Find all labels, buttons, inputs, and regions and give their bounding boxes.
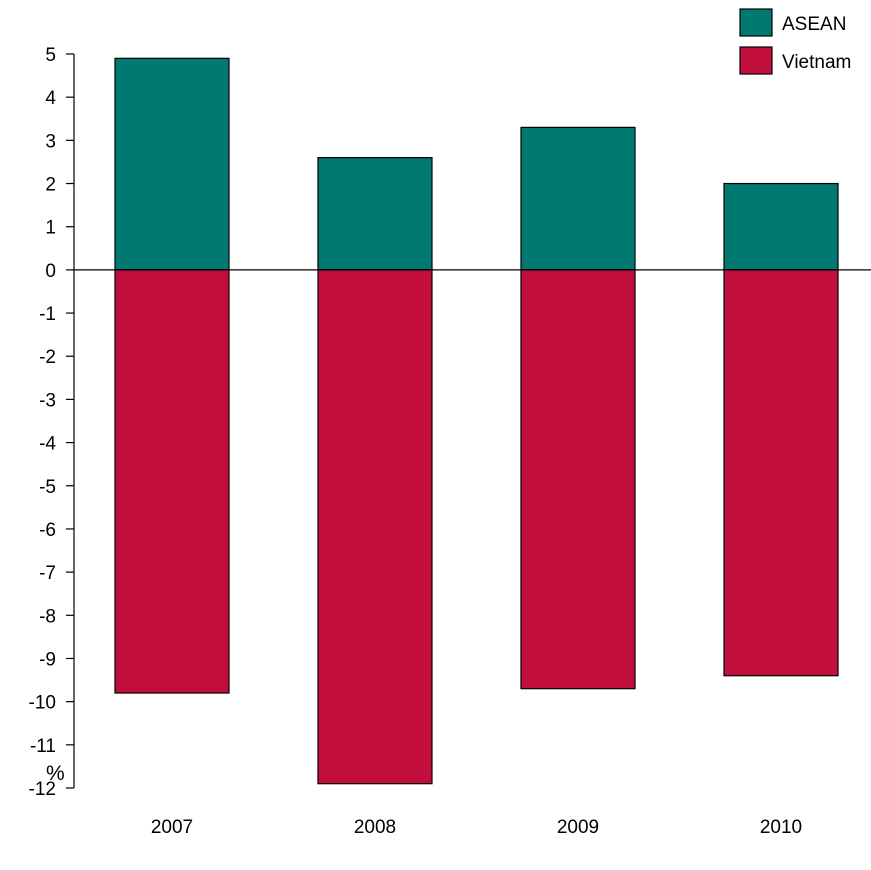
y-tick-label: -9 xyxy=(39,649,56,670)
bar-asean-2008 xyxy=(317,157,433,271)
y-tick-label: -1 xyxy=(39,304,56,325)
y-tick-label: 3 xyxy=(45,131,56,152)
y-tick-label: -2 xyxy=(39,347,56,368)
bar-vietnam-2007 xyxy=(114,269,230,694)
bar-asean-2007 xyxy=(114,57,230,271)
x-tick-label: 2010 xyxy=(760,817,802,838)
y-tick-label: -10 xyxy=(29,693,56,714)
y-tick-label: 5 xyxy=(45,45,56,66)
bar-vietnam-2008 xyxy=(317,269,433,785)
x-axis-labels: 2007 2008 2009 2010 xyxy=(151,817,802,838)
y-tick-label: 4 xyxy=(45,88,56,109)
bars xyxy=(114,57,839,785)
y-axis-unit-label: % xyxy=(46,762,65,785)
y-axis: 5 4 3 2 1 0 -1 -2 -3 -4 -5 -6 -7 -8 -9 -10 -11 -12 xyxy=(29,45,75,800)
y-tick-label: 2 xyxy=(45,175,56,196)
x-tick-label: 2008 xyxy=(354,817,396,838)
y-tick-label: 0 xyxy=(45,261,56,282)
y-tick-label: -3 xyxy=(39,390,56,411)
x-tick-label: 2009 xyxy=(557,817,599,838)
legend: ASEAN Vietnam xyxy=(739,8,851,75)
legend-swatch-asean xyxy=(739,8,773,37)
bar-asean-2010 xyxy=(723,182,839,271)
y-tick-label: -11 xyxy=(30,736,56,757)
legend-label-asean: ASEAN xyxy=(782,14,846,35)
y-tick-label: -12 xyxy=(29,779,56,800)
bar-vietnam-2010 xyxy=(723,269,839,677)
bar-asean-2009 xyxy=(520,126,636,271)
legend-swatch-vietnam xyxy=(739,46,773,75)
x-tick-label: 2007 xyxy=(151,817,193,838)
y-tick-label: 1 xyxy=(45,218,56,239)
y-tick-label: -7 xyxy=(39,563,56,584)
y-tick-label: -4 xyxy=(39,434,56,455)
legend-label-vietnam: Vietnam xyxy=(782,52,851,73)
bar-vietnam-2009 xyxy=(520,269,636,690)
y-tick-label: -8 xyxy=(39,606,56,627)
y-tick-label: -6 xyxy=(39,520,56,541)
y-tick-label: -5 xyxy=(39,477,56,498)
